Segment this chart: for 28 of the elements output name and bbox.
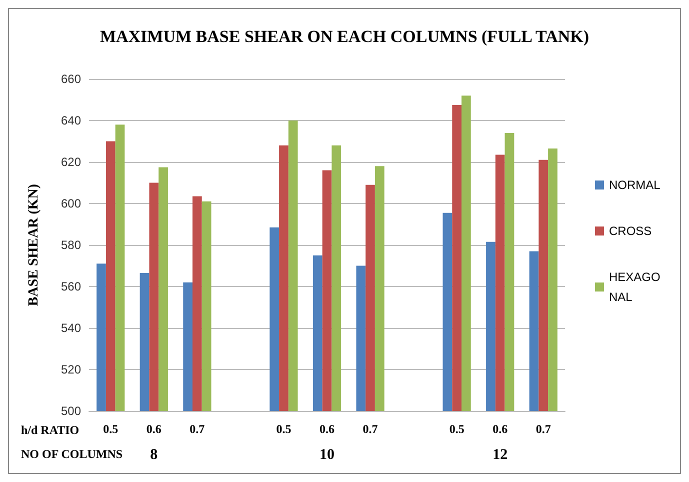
text: 8 (150, 447, 158, 463)
y-tick-label: 540 (60, 321, 82, 335)
x-tick-label: 0.5 (103, 422, 118, 436)
text: 10 (320, 447, 334, 463)
text: 12 (492, 447, 508, 463)
x-tick-label: 0.5 (449, 422, 464, 436)
x-tick-label: 0.7 (190, 422, 205, 436)
x-tick-label: 0.6 (320, 422, 334, 436)
x-tick-label: 0.6 (146, 422, 162, 436)
legend-label: HEXAGONAL (609, 270, 660, 304)
x-tick-label: 0.5 (276, 422, 292, 436)
y-axis-title: BASE SHEAR (KN) (26, 184, 42, 306)
x-tick-label: 0.7 (536, 422, 551, 436)
y-tick-label: 520 (60, 362, 82, 376)
text: NO OF COLUMNS (21, 447, 123, 461)
y-tick-label: 620 (60, 155, 82, 169)
y-tick-label: 660 (60, 72, 82, 86)
x-tick-label: 0.6 (492, 422, 508, 436)
y-tick-label: 580 (60, 238, 82, 252)
x-tick-label: 0.7 (362, 422, 378, 436)
y-tick-label: 640 (60, 114, 82, 128)
legend-label: NORMAL (609, 178, 661, 192)
chart-title: MAXIMUM BASE SHEAR ON EACH COLUMNS (FULL TANK) (100, 27, 590, 46)
x-axis-title: h/d RATIO (21, 423, 80, 437)
y-tick-label: 500 (60, 404, 82, 418)
y-tick-label: 600 (60, 196, 82, 210)
legend-label: CROSS (609, 224, 652, 238)
y-tick-label: 560 (60, 280, 82, 294)
